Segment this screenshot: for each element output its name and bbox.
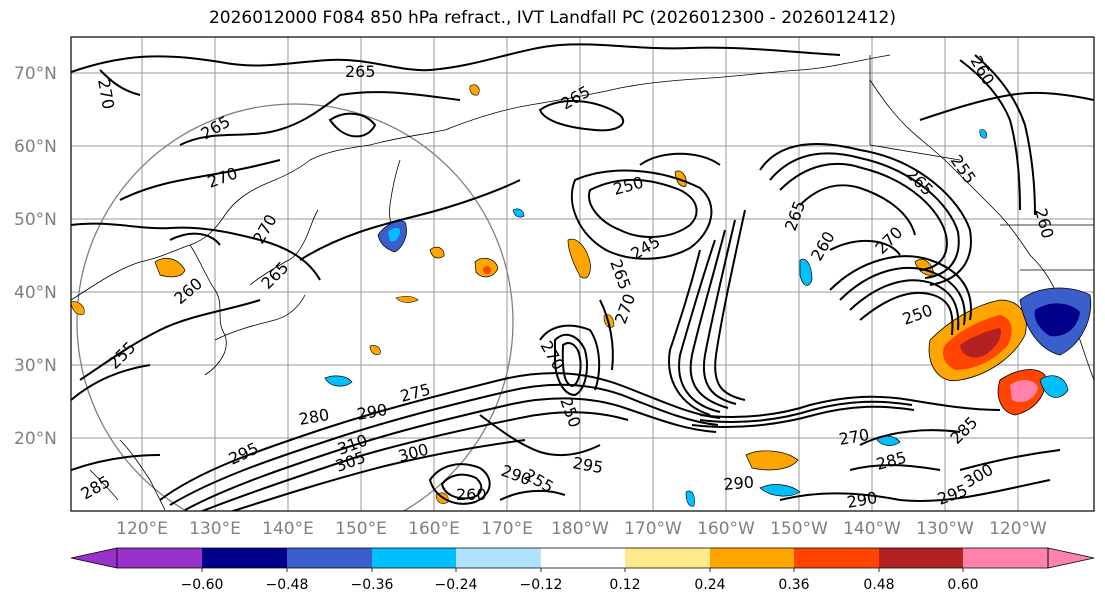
colorbar-segment xyxy=(202,548,287,568)
colorbar-segment xyxy=(710,548,794,568)
colorbar-segment xyxy=(625,548,710,568)
lon-label: 160°E xyxy=(408,519,460,539)
colorbar-segment xyxy=(456,548,541,568)
lat-label: 50°N xyxy=(14,210,57,230)
colorbar-tick: 0.60 xyxy=(947,577,978,593)
shaded-fields xyxy=(71,84,1092,507)
lat-label: 70°N xyxy=(14,64,57,84)
longitude-labels: 120°E 130°E 140°E 150°E 160°E 170°E 180°… xyxy=(116,519,1047,539)
colorbar: −0.60 −0.48 −0.36 −0.24 −0.12 0.12 0.24 … xyxy=(70,547,1095,593)
colorbar-tick: 0.24 xyxy=(694,577,725,593)
colorbar-tick: −0.48 xyxy=(266,577,309,593)
lon-label: 140°W xyxy=(843,519,901,539)
pos-shade-4 xyxy=(429,246,445,259)
lon-label: 130°E xyxy=(189,519,241,539)
colorbar-segment xyxy=(117,548,202,568)
latitude-labels: 70°N 60°N 50°N 40°N 30°N 20°N xyxy=(14,64,57,449)
colorbar-segment xyxy=(879,548,963,568)
pos-shade-1 xyxy=(154,257,186,278)
lon-label: 170°W xyxy=(624,519,682,539)
map-area: 265 270 265 270 270 265 260 265 255 260 … xyxy=(71,37,1094,512)
lon-label: 170°E xyxy=(481,519,533,539)
colorbar-segment xyxy=(794,548,879,568)
contour-label: 260 xyxy=(456,485,487,504)
pos-shade-7 xyxy=(745,450,799,471)
map-title: 2026012000 F084 850 hPa refract., IVT La… xyxy=(208,8,896,28)
lon-label: 150°W xyxy=(770,519,828,539)
lat-label: 40°N xyxy=(14,283,57,303)
lon-label: 150°E xyxy=(335,519,387,539)
lat-label: 60°N xyxy=(14,137,57,157)
contour-label: 290 xyxy=(723,472,755,494)
colorbar-segment xyxy=(287,548,372,568)
lon-label: 160°W xyxy=(697,519,755,539)
colorbar-segment xyxy=(541,548,625,568)
lon-label: 130°W xyxy=(916,519,974,539)
colorbar-extend-right xyxy=(1047,547,1095,569)
contour-lines xyxy=(71,43,1094,511)
lat-label: 20°N xyxy=(14,429,57,449)
map-frame xyxy=(70,36,1095,512)
contour-label: 265 xyxy=(345,62,376,81)
lon-label: 120°E xyxy=(116,519,168,539)
range-circle xyxy=(76,103,514,511)
colorbar-tick: 0.48 xyxy=(863,577,894,593)
colorbar-tick: 0.36 xyxy=(778,577,809,593)
lon-label: 120°W xyxy=(989,519,1047,539)
lon-label: 180°W xyxy=(551,519,609,539)
contour-label: 290 xyxy=(845,488,878,512)
lon-label: 140°E xyxy=(262,519,314,539)
colorbar-tick: −0.24 xyxy=(435,577,478,593)
colorbar-segment xyxy=(372,548,456,568)
colorbar-segment xyxy=(963,548,1048,568)
colorbar-tick: 0.12 xyxy=(609,577,640,593)
lat-label: 30°N xyxy=(14,356,57,376)
colorbar-extend-left xyxy=(70,547,118,569)
colorbar-tick: −0.60 xyxy=(181,577,224,593)
colorbar-tick: −0.12 xyxy=(520,577,563,593)
pos-shade-5 xyxy=(674,170,687,187)
colorbar-tick: −0.36 xyxy=(351,577,394,593)
pos-shade-3 xyxy=(567,238,591,279)
